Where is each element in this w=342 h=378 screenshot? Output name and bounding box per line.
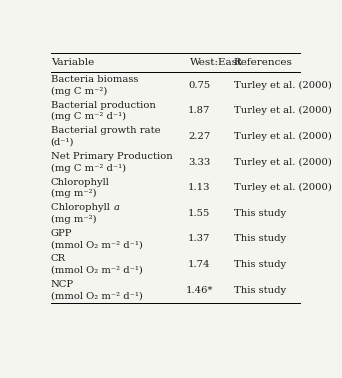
Text: Turley et al. (2000): Turley et al. (2000) [234, 183, 331, 192]
Text: (mg C m⁻² d⁻¹): (mg C m⁻² d⁻¹) [51, 112, 126, 121]
Text: Turley et al. (2000): Turley et al. (2000) [234, 132, 331, 141]
Text: (mg m⁻²): (mg m⁻²) [51, 189, 96, 198]
Text: (mg C m⁻² d⁻¹): (mg C m⁻² d⁻¹) [51, 163, 126, 172]
Text: Turley et al. (2000): Turley et al. (2000) [234, 158, 331, 167]
Text: Bacteria biomass: Bacteria biomass [51, 75, 138, 84]
Text: (mg m⁻²): (mg m⁻²) [51, 215, 96, 224]
Text: 1.55: 1.55 [188, 209, 210, 218]
Text: This study: This study [234, 234, 286, 243]
Text: 3.33: 3.33 [188, 158, 210, 167]
Text: 0.75: 0.75 [188, 81, 210, 90]
Text: NCP: NCP [51, 280, 74, 289]
Text: 2.27: 2.27 [188, 132, 210, 141]
Text: Chlorophyll: Chlorophyll [51, 203, 113, 212]
Text: Chlorophyll: Chlorophyll [51, 178, 109, 187]
Text: This study: This study [234, 209, 286, 218]
Text: This study: This study [234, 286, 286, 294]
Text: References: References [234, 58, 292, 67]
Text: Turley et al. (2000): Turley et al. (2000) [234, 106, 331, 115]
Text: GPP: GPP [51, 229, 72, 238]
Text: 1.74: 1.74 [188, 260, 210, 269]
Text: West:East: West:East [190, 58, 242, 67]
Text: Turley et al. (2000): Turley et al. (2000) [234, 81, 331, 90]
Text: 1.37: 1.37 [188, 234, 210, 243]
Text: (d⁻¹): (d⁻¹) [51, 138, 74, 147]
Text: (mmol O₂ m⁻² d⁻¹): (mmol O₂ m⁻² d⁻¹) [51, 291, 143, 301]
Text: Variable: Variable [51, 58, 94, 67]
Text: This study: This study [234, 260, 286, 269]
Text: 1.13: 1.13 [188, 183, 210, 192]
Text: CR: CR [51, 254, 66, 263]
Text: Bacterial growth rate: Bacterial growth rate [51, 126, 160, 135]
Text: 1.46*: 1.46* [185, 286, 213, 294]
Text: Bacterial production: Bacterial production [51, 101, 156, 110]
Text: (mmol O₂ m⁻² d⁻¹): (mmol O₂ m⁻² d⁻¹) [51, 266, 143, 275]
Text: (mg C m⁻²): (mg C m⁻²) [51, 87, 107, 96]
Text: a: a [114, 203, 120, 212]
Text: Net Primary Production: Net Primary Production [51, 152, 172, 161]
Text: 1.87: 1.87 [188, 106, 210, 115]
Text: (mmol O₂ m⁻² d⁻¹): (mmol O₂ m⁻² d⁻¹) [51, 240, 143, 249]
